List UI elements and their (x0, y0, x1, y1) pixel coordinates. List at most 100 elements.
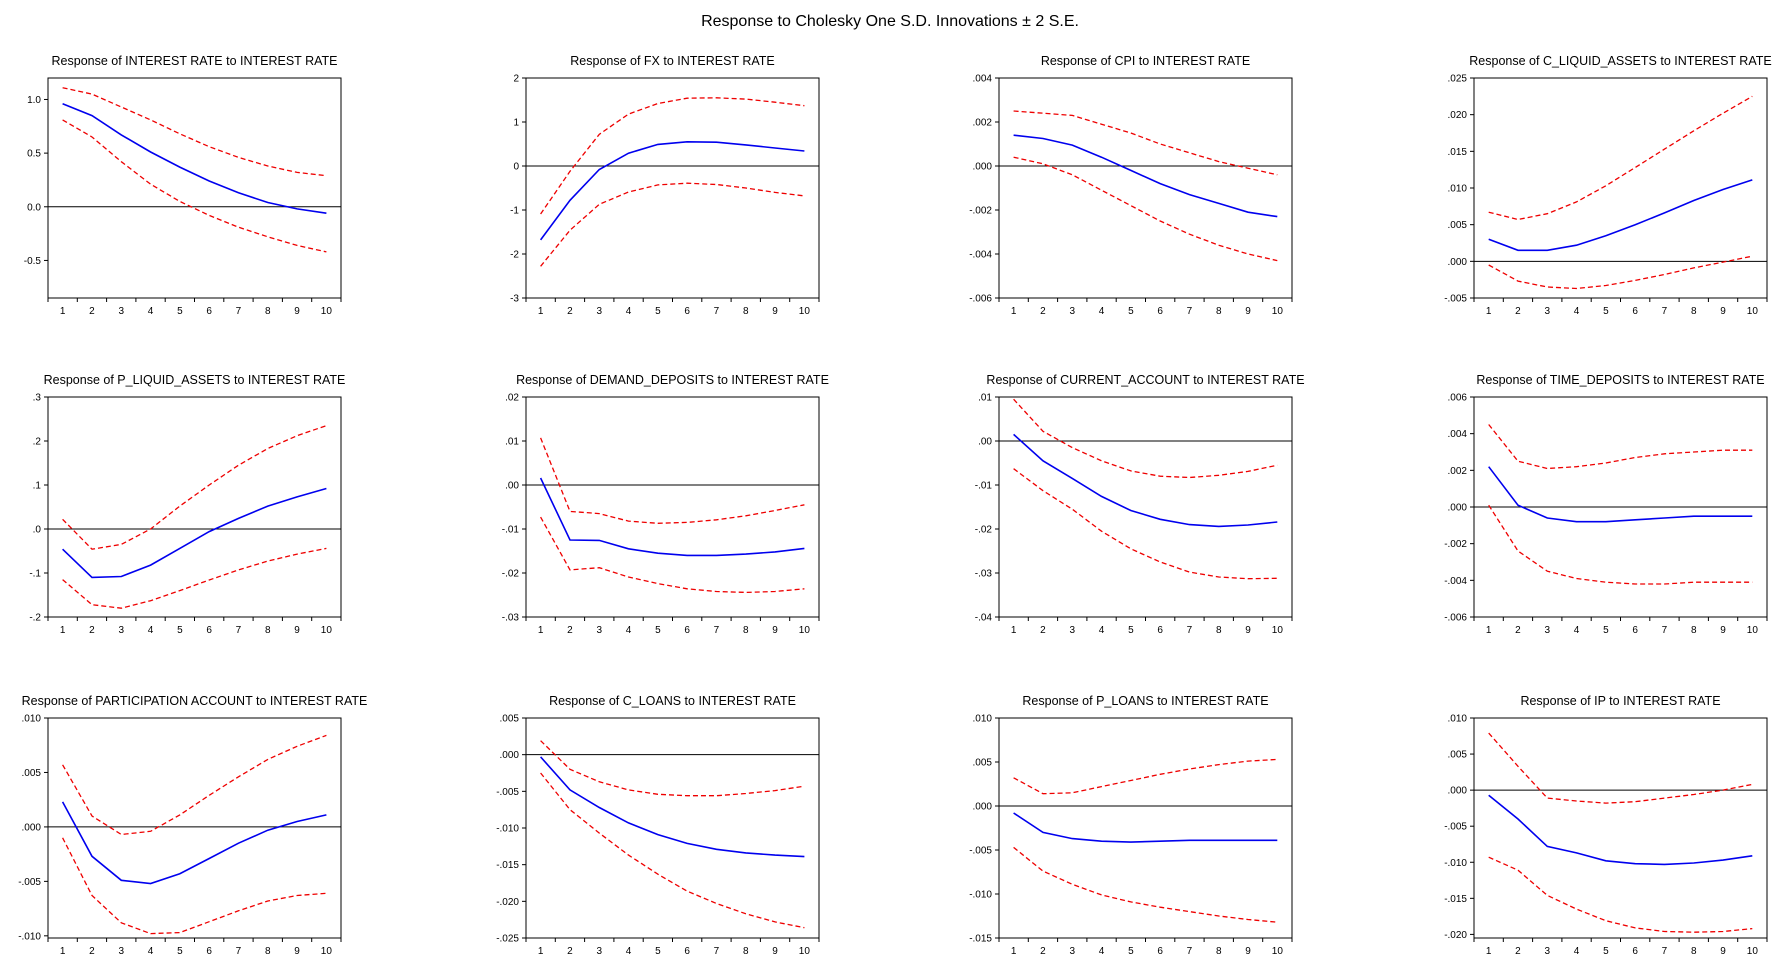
y-tick-label: .000 (1448, 786, 1468, 797)
y-tick-label: -.020 (496, 897, 519, 908)
x-tick-label: 6 (206, 306, 212, 317)
y-tick-label: -.015 (969, 934, 992, 945)
x-tick-label: 6 (684, 625, 690, 636)
response-line (62, 487, 327, 579)
x-tick-label: 10 (799, 306, 811, 317)
x-tick-label: 9 (1245, 306, 1251, 317)
x-tick-label: 4 (626, 946, 632, 957)
x-tick-label: 3 (1069, 625, 1075, 636)
y-tick-label: -.02 (502, 569, 520, 580)
x-tick-label: 1 (1486, 306, 1492, 317)
x-tick-label: 9 (294, 625, 300, 636)
y-tick-label: -.2 (29, 613, 41, 624)
x-tick-label: 7 (714, 306, 720, 317)
chart-panel: Response of IP to INTEREST RATE .010 .005.… (1444, 694, 1768, 957)
x-tick-label: 6 (1632, 625, 1638, 636)
y-tick-label: -.005 (1444, 294, 1467, 305)
y-tick-label: .000 (500, 750, 520, 761)
x-tick-label: 2 (89, 306, 95, 317)
x-tick-label: 10 (321, 946, 333, 957)
x-tick-label: 7 (1662, 625, 1668, 636)
chart-panel: Response of PARTICIPATION ACCOUNT to INT… (18, 694, 367, 957)
x-tick-label: 4 (1574, 306, 1580, 317)
upper-band-line (62, 424, 327, 550)
x-tick-label: 4 (148, 306, 154, 317)
plot-frame (1473, 717, 1768, 939)
x-tick-label: 5 (1128, 625, 1134, 636)
x-tick-label: 3 (596, 306, 602, 317)
x-tick-label: 9 (772, 306, 778, 317)
response-line (539, 477, 805, 557)
y-tick-label: .005 (1448, 220, 1468, 231)
x-tick-label: 4 (1099, 625, 1105, 636)
y-tick-label: .01 (505, 437, 519, 448)
y-tick-label: .000 (973, 162, 993, 173)
response-line (1488, 179, 1753, 252)
x-tick-label: 4 (148, 625, 154, 636)
response-line (62, 103, 327, 214)
chart-panel: Response of CURRENT_ACCOUNT to INTEREST … (975, 373, 1305, 636)
x-tick-label: 9 (772, 625, 778, 636)
x-tick-label: 3 (118, 306, 124, 317)
y-tick-label: -.015 (1444, 894, 1467, 905)
y-tick-label: .3 (33, 393, 42, 404)
y-tick-label: -.005 (496, 787, 519, 798)
y-tick-label: .1 (33, 481, 42, 492)
x-tick-label: 5 (1128, 946, 1134, 957)
y-tick-label: .004 (1448, 429, 1468, 440)
x-tick-label: 7 (1662, 306, 1668, 317)
x-tick-label: 5 (177, 946, 183, 957)
x-tick-label: 8 (1691, 946, 1697, 957)
x-tick-label: 7 (236, 306, 242, 317)
plot-frame (998, 77, 1293, 299)
response-line (1488, 466, 1753, 523)
x-tick-label: 1 (1486, 625, 1492, 636)
x-tick-label: 4 (626, 306, 632, 317)
x-tick-label: 2 (567, 625, 573, 636)
upper-band-line (1488, 424, 1753, 470)
y-tick-label: .004 (973, 74, 993, 85)
x-tick-label: 5 (655, 946, 661, 957)
y-tick-label: -.005 (1444, 822, 1467, 833)
y-tick-label: -1 (510, 206, 519, 217)
upper-band-line (1488, 95, 1753, 221)
panel-title: Response of CPI to INTEREST RATE (1041, 54, 1250, 68)
x-tick-label: 8 (743, 306, 749, 317)
x-tick-label: 2 (567, 946, 573, 957)
x-tick-label: 10 (1272, 625, 1284, 636)
x-tick-label: 3 (1069, 306, 1075, 317)
chart-panel: Response of C_LIQUID_ASSETS to INTEREST … (1444, 54, 1772, 317)
y-tick-label: 1.0 (27, 95, 41, 106)
x-tick-label: 4 (626, 625, 632, 636)
chart-panel: Response of INTEREST RATE to INTEREST RA… (24, 54, 342, 317)
chart-panel: Response of DEMAND_DEPOSITS to INTEREST … (502, 373, 829, 636)
x-tick-label: 2 (1515, 946, 1521, 957)
y-tick-label: .01 (978, 393, 992, 404)
y-tick-label: .005 (22, 768, 42, 779)
x-tick-label: 10 (1747, 625, 1759, 636)
x-tick-label: 1 (1486, 946, 1492, 957)
y-tick-label: -.006 (969, 294, 992, 305)
x-tick-label: 3 (1544, 625, 1550, 636)
x-tick-label: 1 (60, 946, 66, 957)
upper-band-line (1013, 398, 1278, 479)
y-tick-label: -.01 (502, 525, 520, 536)
x-tick-label: 1 (1011, 625, 1017, 636)
lower-band-line (1488, 255, 1753, 290)
figure-title: Response to Cholesky One S.D. Innovation… (701, 13, 1079, 30)
upper-band-line (539, 437, 805, 524)
y-tick-label: .005 (1448, 750, 1468, 761)
x-tick-label: 4 (1099, 306, 1105, 317)
y-tick-label: .000 (1448, 257, 1468, 268)
x-tick-label: 6 (1157, 306, 1163, 317)
x-tick-label: 10 (321, 625, 333, 636)
x-tick-label: 9 (772, 946, 778, 957)
y-tick-label: -.010 (969, 890, 992, 901)
x-tick-label: 8 (1216, 946, 1222, 957)
lower-band-line (1013, 468, 1278, 580)
plot-frame (47, 717, 342, 939)
y-tick-label: -.015 (496, 860, 519, 871)
y-tick-label: 0.0 (27, 202, 41, 213)
y-tick-label: -.010 (1444, 858, 1467, 869)
panel-title: Response of P_LOANS to INTEREST RATE (1022, 694, 1268, 708)
